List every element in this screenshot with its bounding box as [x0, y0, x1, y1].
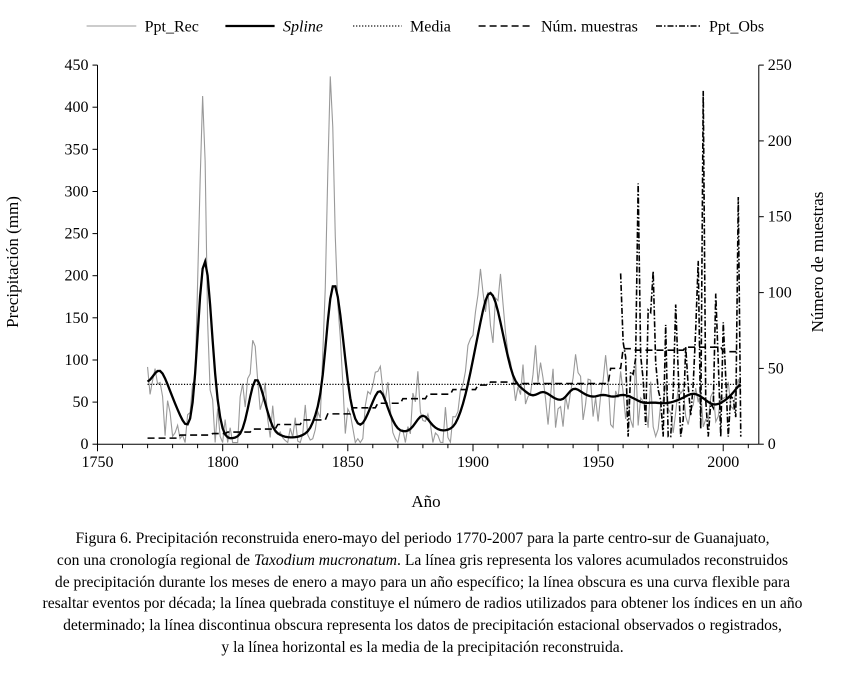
svg-text:Ppt_Rec: Ppt_Rec: [145, 19, 199, 36]
svg-text:Año: Año: [411, 492, 440, 511]
svg-text:1950: 1950: [582, 454, 614, 471]
svg-text:Ppt_Obs: Ppt_Obs: [709, 19, 764, 36]
svg-text:Media: Media: [410, 19, 451, 36]
svg-text:2000: 2000: [707, 454, 739, 471]
svg-text:Spline: Spline: [283, 19, 323, 36]
svg-text:1800: 1800: [207, 454, 239, 471]
svg-text:50: 50: [73, 394, 89, 411]
svg-text:100: 100: [768, 285, 792, 302]
svg-text:150: 150: [65, 310, 89, 327]
svg-text:150: 150: [768, 209, 792, 226]
svg-text:1850: 1850: [332, 454, 364, 471]
svg-text:Precipitación (mm): Precipitación (mm): [3, 196, 22, 328]
svg-text:300: 300: [65, 184, 89, 201]
svg-text:450: 450: [65, 57, 89, 74]
svg-text:1900: 1900: [457, 454, 489, 471]
svg-text:100: 100: [65, 352, 89, 369]
svg-text:Número de muestras: Número de muestras: [808, 192, 827, 333]
svg-text:200: 200: [768, 133, 792, 150]
svg-text:Núm. muestras: Núm. muestras: [541, 19, 638, 36]
svg-text:350: 350: [65, 141, 89, 158]
svg-text:50: 50: [768, 360, 784, 377]
svg-text:250: 250: [65, 226, 89, 243]
svg-text:400: 400: [65, 99, 89, 116]
svg-text:0: 0: [768, 436, 776, 453]
svg-text:250: 250: [768, 57, 792, 74]
svg-text:0: 0: [81, 436, 89, 453]
svg-text:1750: 1750: [82, 454, 114, 471]
svg-text:200: 200: [65, 268, 89, 285]
